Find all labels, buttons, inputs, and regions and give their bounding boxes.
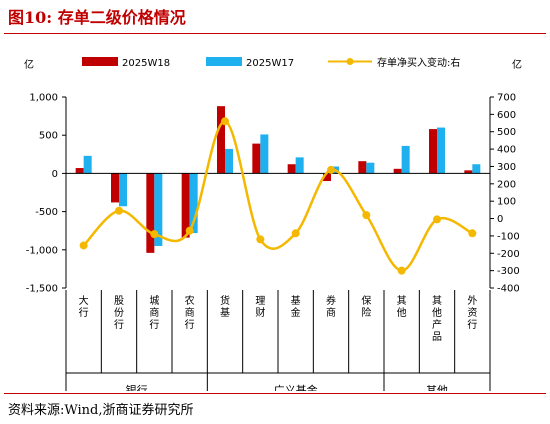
line-point [256,235,265,244]
right-tick-label: 200 [497,179,516,190]
line-point [468,229,477,238]
x-tick-label: 理财 [255,295,265,319]
bar [181,173,190,238]
title-rule [4,33,546,34]
bar [393,168,402,174]
line-path [82,120,473,272]
bar [260,134,269,174]
right-tick-label: 700 [497,93,516,104]
bar [111,173,119,203]
figure-title: 图10: 存单二级价格情况 [8,8,186,27]
group-label: 广义基金 [274,383,318,391]
bar [429,129,437,174]
right-tick-label: 400 [497,145,516,156]
bar [366,162,375,174]
line-point [221,117,229,126]
group-label: 其他 [426,384,448,391]
bar [119,173,127,207]
line-point [291,229,300,238]
line-point [79,241,88,250]
x-tick-label: 保险 [361,294,371,319]
legend-swatch [82,57,118,66]
line-point [185,226,194,235]
right-tick-label: 500 [497,127,516,138]
bar [83,155,92,174]
chart-legend: 2025W18 2025W17 存单净买入变动:右 [82,56,460,69]
x-tick-label: 其他产品 [432,295,442,343]
bar [146,173,155,253]
x-tick-label: 基金 [291,294,301,319]
x-tick-label: 股份行 [114,295,124,331]
right-tick-label: 300 [497,162,516,173]
legend-label: 2025W18 [122,58,170,69]
line-point [362,211,371,220]
left-tick-label: -1,500 [26,284,58,295]
right-tick-label: -400 [497,284,520,295]
line-series [79,117,477,275]
left-tick-label: 0 [52,169,58,180]
line-point [433,215,441,224]
legend-label: 存单净买入变动:右 [377,56,460,69]
right-tick-label: 600 [497,110,516,121]
legend-label: 2025W17 [246,58,294,69]
legend-swatch [206,57,242,66]
x-tick-label: 券商 [326,294,336,319]
bar [252,143,261,174]
bar [154,173,163,246]
right-axis-unit: 亿 [512,58,522,71]
group-label: 银行 [126,383,148,391]
x-tick-label: 大行 [79,294,89,319]
bar [287,164,296,174]
left-axis: 亿 1,000 500 0 -500 -1,000 -1,500 [24,58,67,295]
bar [437,127,445,174]
line-point [150,230,159,239]
right-tick-label: -300 [497,266,520,277]
line-point [327,165,335,174]
bar [75,168,84,174]
x-tick-label: 货基 [220,294,230,319]
bar [401,145,410,174]
left-tick-label: 1,000 [29,93,58,104]
x-tick-label: 其他 [397,295,407,319]
bar [472,164,481,174]
bar [464,170,473,174]
right-axis: 亿 700 600 500 400 300 200 100 0 -100 -200 -300 -400 [489,58,522,295]
left-axis-unit: 亿 [24,58,34,71]
right-tick-label: 0 [497,214,503,225]
bar [323,173,331,182]
bar [225,148,233,174]
line-point [115,206,123,215]
x-tick-label: 外资行 [467,295,477,331]
source-note: 资料来源:Wind,浙商证券研究所 [8,403,194,418]
right-tick-label: -200 [497,249,520,260]
source-rule [4,393,546,394]
bar [217,106,225,174]
bar [295,157,304,174]
bar [189,173,198,233]
x-tick-label: 农商行 [185,294,195,331]
right-tick-label: 100 [497,197,516,208]
chart: 2025W18 2025W17 存单净买入变动:右 亿 1,000 500 0 -500 -1… [24,56,522,391]
right-tick-label: -100 [497,231,520,242]
left-tick-label: -500 [35,207,58,218]
x-tick-label: 城商行 [149,295,159,331]
legend-line-marker [346,58,354,65]
left-tick-label: -1,000 [26,245,58,256]
bar-series [66,106,490,253]
left-tick-label: 500 [39,131,58,142]
bar [358,161,367,174]
line-point [397,266,406,275]
